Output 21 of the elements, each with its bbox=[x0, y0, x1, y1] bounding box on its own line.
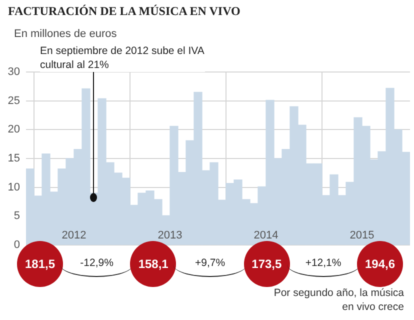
x-tick-label: 2012 bbox=[62, 230, 86, 242]
text: En septiembre de 2012 sube el IVA cultural al 21% bbox=[40, 44, 205, 72]
y-tick-label: 10 bbox=[8, 181, 20, 194]
text: -12,9% bbox=[79, 257, 114, 269]
chart-subtitle: En millones de euros bbox=[14, 28, 117, 40]
badge-circle: 158,1 bbox=[130, 241, 176, 287]
y-tick-label: 15 bbox=[8, 152, 20, 165]
y-tick-label: 0 bbox=[14, 239, 20, 252]
badge-circle: 173,5 bbox=[244, 241, 290, 287]
y-tick-label: 5 bbox=[14, 210, 20, 222]
text: Por segundo año, la música en vivo crece bbox=[272, 286, 404, 314]
y-tick-label: 20 bbox=[8, 124, 20, 136]
badge-circle: 194,6 bbox=[357, 241, 403, 287]
x-tick-label: 2014 bbox=[254, 230, 278, 242]
text: +12,1% bbox=[304, 257, 342, 269]
x-tick-label: 2015 bbox=[350, 230, 374, 242]
x-tick-label: 2013 bbox=[158, 230, 182, 242]
y-tick-label: 25 bbox=[8, 94, 20, 107]
chart-title: FACTURACIÓN DE LA MÚSICA EN VIVO bbox=[8, 4, 240, 19]
text: +9,7% bbox=[194, 257, 226, 269]
y-tick-label: 30 bbox=[8, 66, 20, 78]
